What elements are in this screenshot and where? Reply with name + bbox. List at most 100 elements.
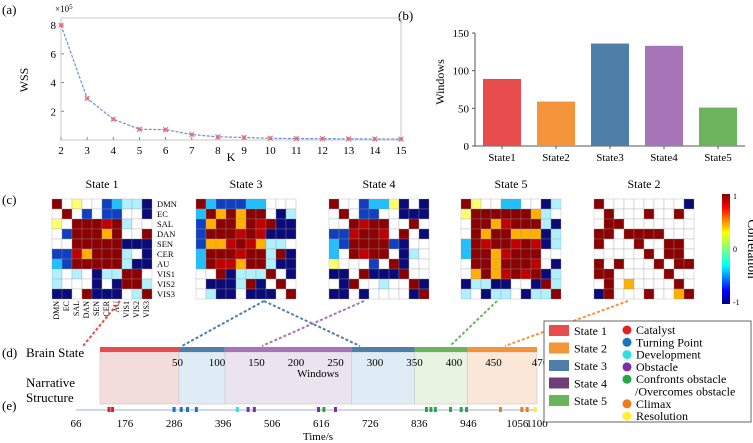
narrative-event-marker [322, 407, 326, 412]
matrix-cell [500, 198, 512, 210]
matrix-cell [480, 258, 492, 270]
matrix-cell [71, 288, 83, 300]
matrix-cell [378, 278, 390, 290]
matrix-cell [255, 198, 267, 210]
matrix-cell [408, 238, 420, 250]
matrix-cell [215, 268, 227, 280]
wss-point [267, 135, 274, 142]
matrix-cell [500, 208, 512, 220]
matrix-cell [540, 228, 552, 240]
matrix-cell [378, 288, 390, 300]
matrix-cell [81, 218, 93, 230]
wss-elbow-chart: ×105 WSS K 2 3 4 5 6 7 8 9 10 11 12 13 14 15 2 4 6 8 [17, 3, 407, 164]
matrix-cell [328, 228, 340, 240]
matrix-cell [683, 208, 695, 220]
matrix-cell [490, 248, 502, 260]
colorbar-tick-mid: 0 [733, 245, 737, 254]
matrix-cell [61, 268, 73, 280]
matrix-cell [603, 238, 615, 250]
legend-event-label: Obstacle [636, 360, 678, 374]
narrative-tick-label: 1100 [526, 418, 548, 430]
matrix-cell [245, 238, 257, 250]
matrix-cell [520, 268, 532, 280]
correlation-matrix-state-3 [195, 198, 297, 300]
matrix-cell [480, 238, 492, 250]
bar-state2 [537, 101, 575, 146]
matrix-cell [520, 248, 532, 260]
timeline-tick-label: 50 [172, 357, 184, 369]
matrix-cell [358, 198, 370, 210]
timeline-bar-state-5 [414, 347, 468, 352]
matrix-cell [338, 208, 350, 220]
matrix-cell [470, 258, 482, 270]
matrix-cell [91, 258, 103, 270]
network-column-label: VIS1 [122, 301, 131, 318]
wss-y-tick-label: 6 [51, 49, 57, 61]
matrix-cell [510, 208, 522, 220]
matrix-cell [358, 218, 370, 230]
matrix-cell [408, 278, 420, 290]
matrix-cell [593, 218, 605, 230]
network-row-label: SAL [157, 219, 173, 229]
matrix-cell [358, 268, 370, 280]
matrix-cell [603, 268, 615, 280]
wss-point [162, 126, 169, 133]
matrix-cell [285, 238, 297, 250]
narrative-event-marker [246, 407, 250, 412]
matrix-cell [245, 278, 257, 290]
matrix-cell [131, 278, 143, 290]
bar-y-tick-label: 100 [453, 66, 470, 78]
matrix-cell [275, 208, 287, 220]
matrix-cell [550, 238, 562, 250]
matrix-cell [285, 248, 297, 260]
matrix-cell [141, 258, 153, 270]
network-column-label: CER [102, 300, 111, 316]
matrix-cell [131, 218, 143, 230]
wss-x-tick-label: 13 [343, 145, 355, 157]
matrix-cell [603, 248, 615, 260]
matrix-cell [623, 218, 635, 230]
matrix-cell [460, 208, 472, 220]
matrix-cell [673, 268, 685, 280]
matrix-cell [215, 278, 227, 290]
matrix-cell [550, 278, 562, 290]
network-row-label: CER [157, 249, 174, 259]
matrix-cell [111, 258, 123, 270]
matrix-cell [550, 288, 562, 300]
matrix-cell [653, 218, 665, 230]
matrix-cell [225, 268, 237, 280]
legend-state-label: State 3 [574, 359, 607, 373]
bar-y-tick-label: 0 [464, 141, 470, 153]
matrix-cell [265, 228, 277, 240]
matrix-cell [490, 208, 502, 220]
matrix-cell [225, 248, 237, 260]
matrix-cell [285, 278, 297, 290]
matrix-cell [368, 218, 380, 230]
matrix-cell [613, 248, 625, 260]
matrix-cell [348, 248, 360, 260]
wss-point [188, 131, 195, 138]
matrix-cell [131, 198, 143, 210]
wss-x-tick-label: 8 [215, 145, 221, 157]
matrix-cell [255, 228, 267, 240]
network-row-label: VIS2 [157, 279, 175, 289]
matrix-cell [603, 288, 615, 300]
matrix-cell [71, 248, 83, 260]
narrative-event-marker [459, 407, 463, 412]
matrix-cell [470, 248, 482, 260]
matrix-cell [285, 258, 297, 270]
matrix-cell [358, 288, 370, 300]
matrix-cell [653, 238, 665, 250]
matrix-cell [623, 198, 635, 210]
matrix-cell [121, 208, 133, 220]
matrix-cell [328, 268, 340, 280]
matrix-cell [633, 268, 645, 280]
matrix-cell [255, 238, 267, 250]
wss-x-tick-label: 6 [163, 145, 169, 157]
matrix-cell [418, 248, 430, 260]
wss-x-tick-label: 10 [265, 145, 277, 157]
matrix-cell [275, 228, 287, 240]
matrix-cell [245, 288, 257, 300]
matrix-cell [593, 288, 605, 300]
matrix-cell [368, 228, 380, 240]
